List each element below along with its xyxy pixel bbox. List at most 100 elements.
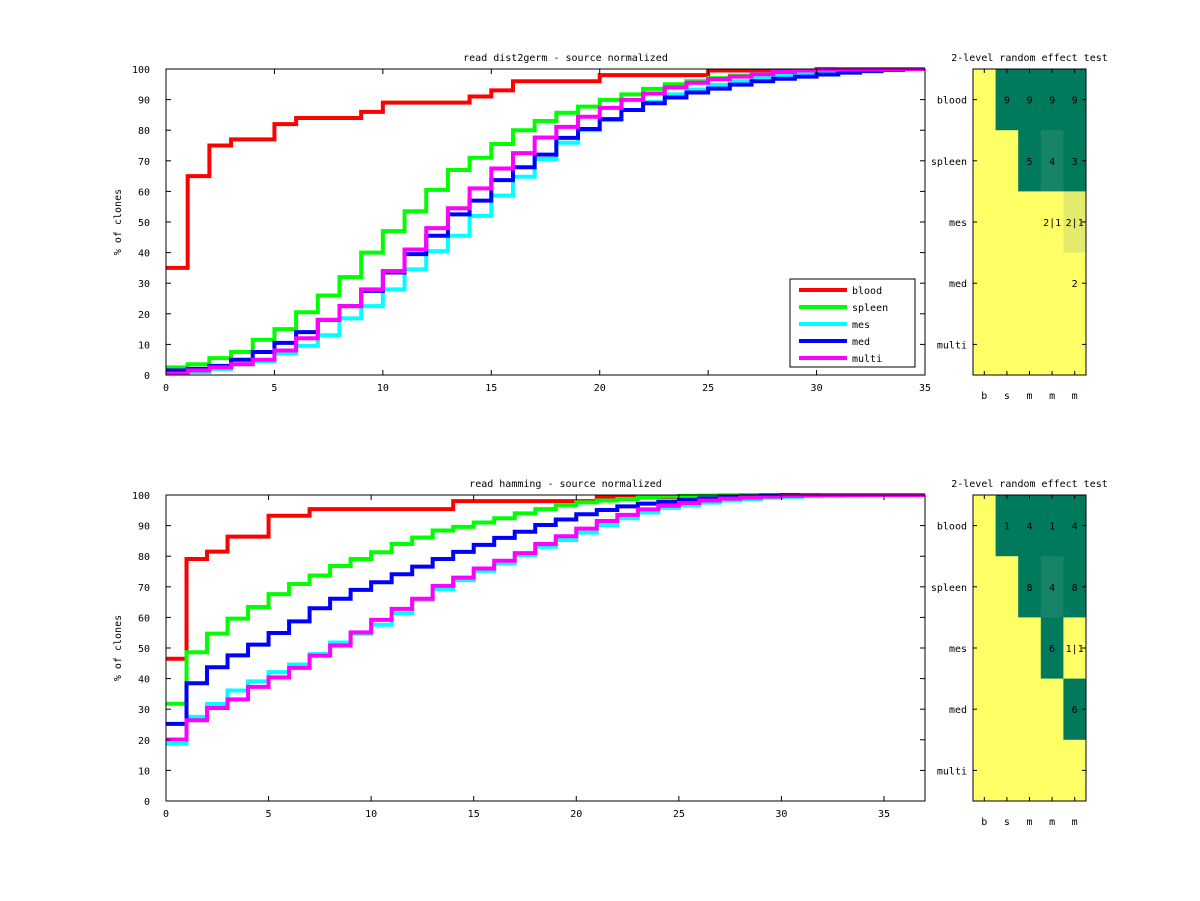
- heatmap-cell: [995, 617, 1019, 680]
- heatmap-cell-value: 2: [1072, 279, 1078, 290]
- y-tick-label: 50: [138, 644, 150, 655]
- legend-label-med: med: [852, 337, 870, 348]
- row-label: multi: [937, 340, 967, 351]
- y-axis-label: % of clones: [113, 615, 124, 681]
- heatmap-cell: [1018, 495, 1042, 557]
- col-label: m: [1049, 817, 1055, 828]
- heatmap-cell: [995, 69, 1019, 131]
- heatmap-cell: [1063, 313, 1087, 376]
- heatmap-title: 2-level random effect test: [951, 479, 1108, 490]
- legend-label-multi: multi: [852, 354, 882, 365]
- heatmap-cell: [1040, 130, 1064, 192]
- plot-frame: [165, 494, 926, 802]
- heatmap-cell: [973, 69, 997, 131]
- heatmap-cell: [973, 495, 997, 557]
- row-label: spleen: [931, 583, 967, 594]
- heatmap-cell: [995, 678, 1019, 741]
- heatmap-cell: [1040, 739, 1064, 802]
- heatmap-cell-value: 8: [1072, 583, 1078, 594]
- legend: blood spleen mes med multi: [789, 278, 916, 368]
- y-tick-label: 70: [138, 583, 150, 594]
- heatmap-cell-value: 9: [1004, 96, 1010, 107]
- y-tick-label: 20: [138, 736, 150, 747]
- heatmap-cell: [995, 130, 1019, 192]
- y-tick-label: 50: [138, 218, 150, 229]
- heatmap-cell: [1063, 678, 1087, 741]
- legend-label-mes: mes: [852, 320, 870, 331]
- series-line-multi: [166, 67, 925, 376]
- x-tick-label: 20: [570, 809, 582, 820]
- heatmap-cell: [1018, 252, 1042, 315]
- heatmap-cell: [1018, 617, 1042, 680]
- heatmap-cell-value: 8: [1026, 583, 1032, 594]
- col-label: s: [1004, 817, 1010, 828]
- heatmap-cell: [1063, 556, 1087, 618]
- heatmap-cell-value: 6: [1072, 705, 1078, 716]
- heatmap-cell: [1063, 252, 1087, 315]
- heatmap-cell-value: 4: [1049, 157, 1055, 168]
- heatmap-cell-value: 4: [1026, 522, 1032, 533]
- heatmap-cell-value: 4: [1072, 522, 1078, 533]
- x-tick-label: 25: [673, 809, 685, 820]
- x-tick-label: 10: [365, 809, 377, 820]
- heatmap-cell: [973, 617, 997, 680]
- heatmap-cell: [973, 252, 997, 315]
- x-tick-label: 25: [702, 383, 714, 394]
- x-tick-label: 0: [163, 383, 169, 394]
- line-chart-0: read dist2germ - source normalized % of c…: [113, 53, 931, 394]
- heatmap-cell-value: 1: [1049, 522, 1055, 533]
- row-label: blood: [937, 96, 967, 107]
- heatmap-cell: [995, 191, 1019, 254]
- heatmap-cell: [995, 495, 1019, 557]
- heatmap-cell: [1063, 191, 1087, 254]
- row-label: med: [949, 705, 967, 716]
- heatmap-cell: [1018, 191, 1042, 254]
- heatmap-cell: [1040, 252, 1064, 315]
- y-tick-label: 20: [138, 310, 150, 321]
- row-label: med: [949, 279, 967, 290]
- heatmap-cell-value: 3: [1072, 157, 1078, 168]
- col-label: m: [1049, 391, 1055, 402]
- heatmap-cell-value: 9: [1049, 96, 1055, 107]
- x-tick-label: 0: [163, 809, 169, 820]
- x-tick-label: 35: [878, 809, 890, 820]
- y-tick-label: 40: [138, 675, 150, 686]
- heatmap-cell: [1063, 495, 1087, 557]
- y-axis-label: % of clones: [113, 189, 124, 255]
- col-label: m: [1026, 817, 1032, 828]
- y-tick-label: 70: [138, 157, 150, 168]
- x-tick-label: 20: [594, 383, 606, 394]
- heatmap-cell-value: 9: [1072, 96, 1078, 107]
- heatmap-title: 2-level random effect test: [951, 53, 1108, 64]
- y-tick-label: 10: [138, 766, 150, 777]
- heatmap-cell: [1063, 739, 1087, 802]
- row-label: mes: [949, 218, 967, 229]
- heatmap-cell: [1018, 313, 1042, 376]
- series-line-med: [166, 493, 925, 726]
- chart-title: read hamming - source normalized: [469, 479, 662, 490]
- heatmap-cell: [973, 130, 997, 192]
- y-tick-label: 60: [138, 187, 150, 198]
- y-tick-label: 90: [138, 522, 150, 533]
- heatmap-cell: [973, 191, 997, 254]
- y-tick-label: 80: [138, 126, 150, 137]
- heatmap-cell-value: 4: [1049, 583, 1055, 594]
- x-tick-label: 15: [485, 383, 497, 394]
- col-label: m: [1026, 391, 1032, 402]
- heatmap-cell: [995, 313, 1019, 376]
- heatmap-cell: [1040, 678, 1064, 741]
- heatmap-cell: [1040, 191, 1064, 254]
- series-line-blood: [166, 67, 925, 270]
- heatmap-cell: [973, 313, 997, 376]
- y-tick-label: 90: [138, 96, 150, 107]
- y-tick-label: 40: [138, 249, 150, 260]
- y-tick-label: 10: [138, 340, 150, 351]
- heatmap-cell: [1040, 495, 1064, 557]
- heatmap-cell: [1040, 313, 1064, 376]
- heatmap-cell-value: 1: [1004, 522, 1010, 533]
- heatmap-cell: [1018, 130, 1042, 192]
- chart-title: read dist2germ - source normalized: [463, 53, 668, 64]
- series-line-multi: [166, 493, 925, 742]
- y-tick-label: 80: [138, 552, 150, 563]
